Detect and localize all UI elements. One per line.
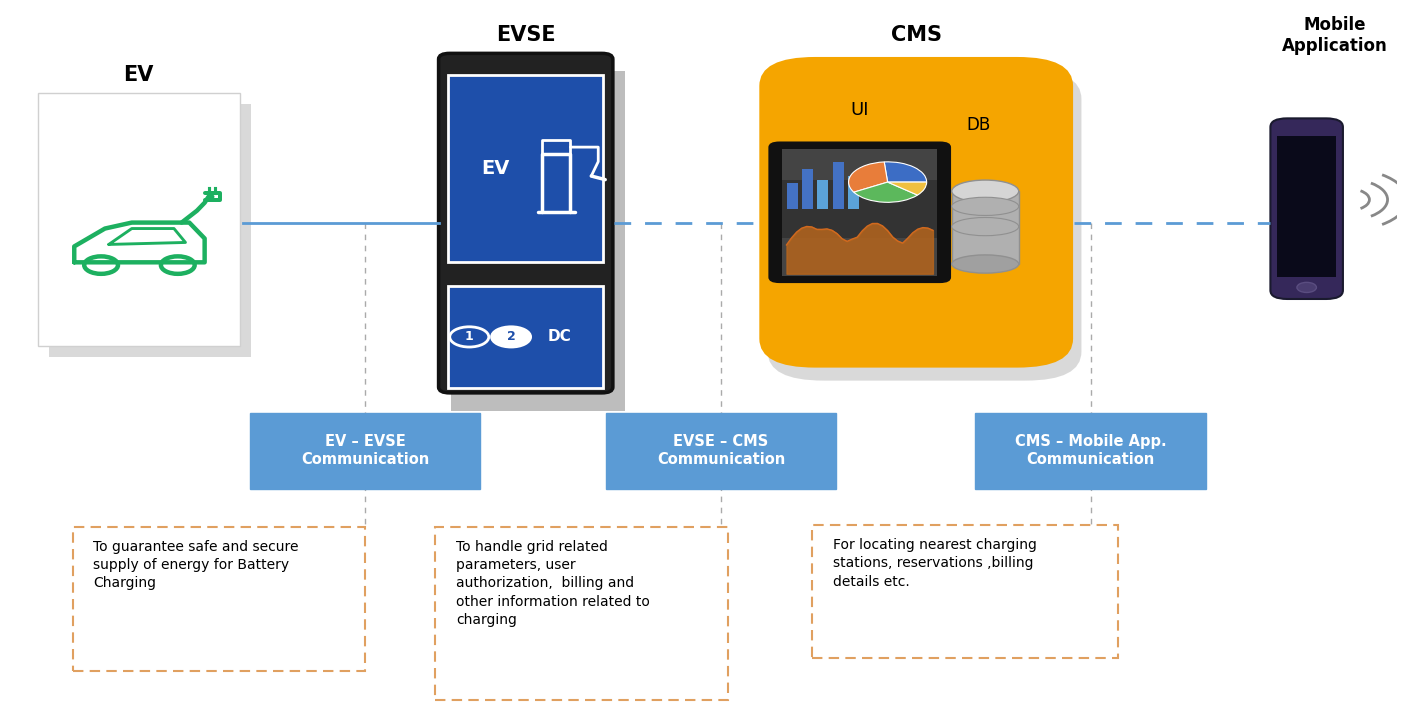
FancyBboxPatch shape <box>848 176 859 209</box>
FancyBboxPatch shape <box>812 525 1119 658</box>
FancyBboxPatch shape <box>438 53 614 393</box>
Text: CMS: CMS <box>890 25 942 45</box>
Ellipse shape <box>952 255 1019 273</box>
FancyBboxPatch shape <box>760 57 1073 368</box>
Text: EVSE – CMS
Communication: EVSE – CMS Communication <box>657 435 785 467</box>
Text: UI: UI <box>851 100 869 119</box>
FancyBboxPatch shape <box>607 413 835 488</box>
FancyBboxPatch shape <box>768 70 1081 381</box>
Text: To guarantee safe and secure
supply of energy for Battery
Charging: To guarantee safe and secure supply of e… <box>94 539 299 590</box>
FancyBboxPatch shape <box>448 76 604 262</box>
FancyBboxPatch shape <box>833 162 844 209</box>
Text: CMS – Mobile App.
Communication: CMS – Mobile App. Communication <box>1015 435 1167 467</box>
Text: EVSE: EVSE <box>496 25 556 45</box>
Text: DB: DB <box>967 116 991 134</box>
Circle shape <box>1297 282 1317 293</box>
FancyBboxPatch shape <box>1278 136 1337 277</box>
FancyBboxPatch shape <box>976 413 1206 488</box>
Wedge shape <box>887 182 927 195</box>
Wedge shape <box>885 162 927 182</box>
Text: For locating nearest charging
stations, reservations ,billing
details etc.: For locating nearest charging stations, … <box>833 538 1036 588</box>
FancyBboxPatch shape <box>451 71 625 411</box>
Wedge shape <box>848 162 887 192</box>
FancyBboxPatch shape <box>38 93 240 346</box>
Ellipse shape <box>952 197 1019 215</box>
Text: DC: DC <box>548 329 571 344</box>
Text: EV – EVSE
Communication: EV – EVSE Communication <box>302 435 430 467</box>
Text: EV: EV <box>124 65 153 85</box>
FancyBboxPatch shape <box>448 286 604 388</box>
FancyBboxPatch shape <box>1271 119 1342 299</box>
Text: Mobile
Application: Mobile Application <box>1282 16 1387 55</box>
FancyBboxPatch shape <box>782 180 936 237</box>
FancyBboxPatch shape <box>768 141 951 283</box>
Text: To handle grid related
parameters, user
authorization,  billing and
other inform: To handle grid related parameters, user … <box>456 539 650 627</box>
FancyBboxPatch shape <box>952 191 1019 264</box>
FancyBboxPatch shape <box>782 149 936 276</box>
FancyBboxPatch shape <box>250 413 480 488</box>
FancyBboxPatch shape <box>73 526 365 671</box>
FancyBboxPatch shape <box>786 183 797 209</box>
FancyBboxPatch shape <box>49 104 251 357</box>
FancyBboxPatch shape <box>435 526 727 700</box>
FancyBboxPatch shape <box>817 180 828 209</box>
Wedge shape <box>854 182 918 202</box>
FancyBboxPatch shape <box>802 169 813 209</box>
Ellipse shape <box>952 180 1019 202</box>
Circle shape <box>491 327 531 347</box>
Text: 1: 1 <box>465 331 473 344</box>
Text: 2: 2 <box>507 331 515 344</box>
Ellipse shape <box>952 218 1019 236</box>
Text: EV: EV <box>480 159 510 178</box>
